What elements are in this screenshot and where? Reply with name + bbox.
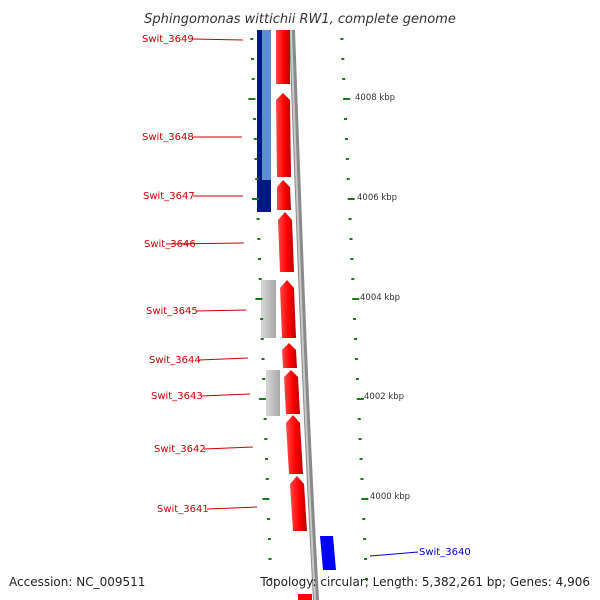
gene-label-swit-3644[interactable]: Swit_3644 bbox=[149, 355, 201, 366]
gene-arrow bbox=[276, 30, 290, 84]
scale-label: 4006 kbp bbox=[357, 193, 397, 203]
tick-mark bbox=[357, 418, 361, 420]
gene-label-swit-3642[interactable]: Swit_3642 bbox=[154, 444, 206, 455]
tick-mark bbox=[344, 118, 348, 120]
tick-mark bbox=[350, 258, 354, 260]
tick-mark bbox=[344, 138, 348, 140]
tick-mark bbox=[253, 118, 257, 120]
tick-mark bbox=[346, 178, 350, 180]
accession-text: Accession: NC_009511 bbox=[9, 575, 146, 589]
gene-arrow bbox=[286, 415, 303, 474]
forward-gene-arrows bbox=[276, 30, 312, 600]
tick-mark bbox=[251, 198, 259, 200]
gene-label-swit-3640[interactable]: Swit_3640 bbox=[419, 547, 471, 558]
tick-mark bbox=[261, 358, 265, 360]
tick-mark bbox=[354, 358, 358, 360]
tick-mark bbox=[352, 298, 360, 300]
genome-title: Sphingomonas wittichii RW1, complete gen… bbox=[144, 12, 456, 27]
gene-label-swit-3649[interactable]: Swit_3649 bbox=[142, 34, 194, 45]
tick-mark bbox=[260, 338, 264, 340]
tick-mark bbox=[253, 138, 257, 140]
tick-mark bbox=[267, 538, 271, 540]
tick-mark bbox=[353, 318, 357, 320]
gene-label-swit-3641[interactable]: Swit_3641 bbox=[157, 504, 209, 515]
gene-arrow bbox=[277, 180, 291, 210]
tick-mark bbox=[254, 158, 258, 160]
scale-label: 4008 kbp bbox=[355, 93, 395, 103]
tick-mark bbox=[354, 338, 358, 340]
tick-mark bbox=[360, 478, 364, 480]
tick-mark bbox=[343, 98, 351, 100]
tick-mark bbox=[342, 78, 346, 80]
tick-mark bbox=[359, 458, 363, 460]
tick-mark bbox=[341, 58, 345, 60]
leader-lines bbox=[165, 38, 419, 557]
tick-mark bbox=[248, 98, 256, 100]
tick-mark bbox=[358, 438, 362, 440]
tick-mark bbox=[260, 318, 264, 320]
tick-mark bbox=[263, 418, 267, 420]
tick-mark bbox=[262, 378, 266, 380]
tick-mark bbox=[364, 578, 368, 580]
tick-mark bbox=[362, 518, 366, 520]
gene-label-swit-3648[interactable]: Swit_3648 bbox=[142, 132, 194, 143]
gene-arrow bbox=[298, 594, 312, 600]
tick-mark bbox=[262, 498, 270, 500]
tick-mark bbox=[255, 298, 263, 300]
tick-mark bbox=[258, 258, 261, 260]
tick-mark bbox=[265, 478, 269, 480]
tick-mark bbox=[255, 178, 259, 180]
tick-mark bbox=[250, 58, 254, 60]
gene-arrow bbox=[278, 212, 294, 272]
tick-mark bbox=[258, 278, 262, 280]
tick-mark bbox=[267, 518, 271, 520]
tick-mark bbox=[347, 198, 355, 200]
tick-mark bbox=[348, 218, 352, 220]
tick-mark bbox=[257, 238, 261, 240]
highlight-gene-arrow bbox=[320, 536, 336, 570]
tick-mark bbox=[269, 578, 273, 580]
tick-mark bbox=[265, 458, 269, 460]
gene-arrow bbox=[284, 370, 300, 414]
grey-gene-block bbox=[261, 280, 276, 338]
gene-arrow bbox=[290, 476, 307, 531]
gene-label-swit-3646[interactable]: Swit_3646 bbox=[144, 239, 196, 250]
grey-gene-block bbox=[266, 370, 280, 416]
tick-mark bbox=[364, 558, 368, 560]
tick-mark bbox=[268, 558, 272, 560]
genome-backbone-highlight bbox=[290, 29, 316, 600]
gene-label-swit-3647[interactable]: Swit_3647 bbox=[143, 191, 195, 202]
scale-label: 4002 kbp bbox=[364, 392, 404, 402]
tick-mark bbox=[258, 398, 266, 400]
tick-mark bbox=[264, 438, 268, 440]
tick-mark bbox=[351, 278, 355, 280]
tick-mark bbox=[345, 158, 349, 160]
scale-label: 4004 kbp bbox=[360, 293, 400, 303]
genome-stats-text: Topology: circular; Length: 5,382,261 bp… bbox=[260, 575, 590, 589]
tick-mark bbox=[340, 38, 344, 40]
gene-label-swit-3643[interactable]: Swit_3643 bbox=[151, 391, 203, 402]
gene-label-swit-3645[interactable]: Swit_3645 bbox=[146, 306, 198, 317]
tick-mark bbox=[250, 38, 254, 40]
tick-mark bbox=[356, 398, 364, 400]
tick-mark bbox=[251, 78, 255, 80]
tick-mark bbox=[363, 538, 367, 540]
scale-label: 4000 kbp bbox=[370, 492, 410, 502]
reverse-gene-block-light bbox=[262, 30, 271, 180]
tick-mark bbox=[256, 218, 260, 220]
tick-mark bbox=[355, 378, 359, 380]
tick-mark bbox=[361, 498, 369, 500]
gene-arrow bbox=[280, 280, 296, 338]
gene-arrow bbox=[282, 343, 297, 368]
tick-mark bbox=[349, 238, 353, 240]
scale-ticks bbox=[248, 38, 369, 580]
gene-arrow bbox=[276, 93, 291, 177]
